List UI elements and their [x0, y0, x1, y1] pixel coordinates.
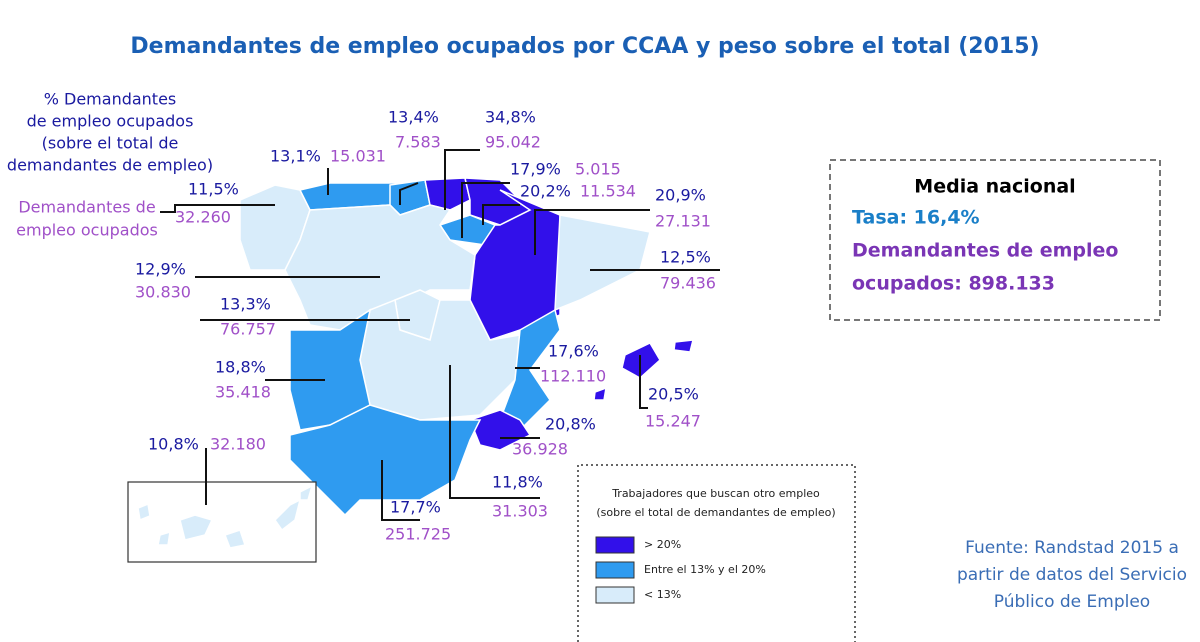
- region-rate: 13,4%: [388, 108, 439, 127]
- legend-label: Entre el 13% y el 20%: [644, 563, 766, 576]
- region-rate: 10,8%: [148, 435, 199, 454]
- key-count: empleo ocupados: [16, 221, 158, 240]
- region-labels: 11,5% 32.260 13,1% 15.031 13,4% 7.583 34,8% 95.…: [135, 108, 716, 544]
- legend-swatch: [595, 586, 635, 604]
- region-count: 95.042: [485, 133, 541, 152]
- source-text: partir de datos del Servicio: [957, 565, 1187, 585]
- ibiza: [593, 386, 607, 401]
- region-rate: 13,1%: [270, 147, 321, 166]
- island: [137, 502, 151, 522]
- key: % Demandantes de empleo ocupados (sobre el…: [7, 90, 213, 240]
- region-rate: 13,3%: [220, 295, 271, 314]
- region-rate: 20,2%: [520, 182, 571, 201]
- title: Demandantes de empleo ocupados por CCAA …: [130, 34, 1039, 59]
- region-rate: 20,8%: [545, 415, 596, 434]
- region-rate: 17,6%: [548, 342, 599, 361]
- region-rate: 11,5%: [188, 180, 239, 199]
- key-rate: de empleo ocupados: [27, 112, 194, 131]
- region-count: 7.583: [395, 133, 441, 152]
- legend-label: < 13%: [644, 588, 681, 601]
- legend-title: (sobre el total de demandantes de empleo…: [596, 506, 835, 519]
- pais-vasco: [424, 177, 471, 211]
- andalucia: [289, 404, 482, 517]
- summary-title: Media nacional: [914, 176, 1075, 198]
- region-count: 76.757: [220, 320, 276, 339]
- region-rate: 34,8%: [485, 108, 536, 127]
- legend-swatch: [595, 536, 635, 554]
- key-rate: demandantes de empleo): [7, 156, 213, 175]
- island: [274, 498, 302, 532]
- region-count: 35.418: [215, 383, 271, 402]
- castilla-leon: [284, 204, 476, 331]
- region-rate: 20,5%: [648, 385, 699, 404]
- key-rate: (sobre el total de: [42, 134, 179, 153]
- region-count: 31.303: [492, 502, 548, 521]
- legend-label: > 20%: [644, 538, 681, 551]
- cataluna: [554, 214, 651, 312]
- key-count: Demandantes de: [18, 198, 155, 217]
- summary-count: Demandantes de empleo: [852, 240, 1118, 262]
- island: [299, 484, 314, 501]
- region-count: 5.015: [575, 160, 621, 179]
- source-text: Fuente: Randstad 2015 a: [965, 538, 1179, 558]
- island: [179, 514, 214, 541]
- region-rate: 12,9%: [135, 260, 186, 279]
- region-rate: 17,7%: [390, 498, 441, 517]
- region-count: 30.830: [135, 283, 191, 302]
- region-rate: 17,9%: [510, 160, 561, 179]
- source: Fuente: Randstad 2015 a partir de datos d…: [957, 538, 1187, 612]
- summary-box: [829, 159, 1161, 321]
- region-rate: 12,5%: [660, 248, 711, 267]
- region-count: 112.110: [540, 367, 606, 386]
- legend-swatch: [595, 561, 635, 579]
- region-count: 251.725: [385, 525, 451, 544]
- region-count: 32.180: [210, 435, 266, 454]
- legend-box: [577, 464, 856, 642]
- region-rate: 11,8%: [492, 473, 543, 492]
- source-text: Público de Empleo: [994, 592, 1150, 612]
- key-rate: % Demandantes: [44, 90, 177, 109]
- region-count: 15.031: [330, 147, 386, 166]
- summary-rate: Tasa: 16,4%: [852, 207, 980, 229]
- region-rate: 18,8%: [215, 358, 266, 377]
- region-rate: 20,9%: [655, 186, 706, 205]
- island: [224, 529, 246, 549]
- region-count: 15.247: [645, 412, 701, 431]
- murcia: [469, 409, 532, 451]
- region-count: 36.928: [512, 440, 568, 459]
- regions: [239, 177, 694, 517]
- region-count: 79.436: [660, 274, 716, 293]
- menorca: [673, 339, 694, 353]
- canarias: [137, 484, 314, 549]
- region-count: 32.260: [175, 208, 231, 227]
- legend-title: Trabajadores que buscan otro empleo: [611, 487, 820, 500]
- valencia: [499, 308, 561, 442]
- legend: Trabajadores que buscan otro empleo (sobr…: [595, 487, 836, 604]
- island: [157, 530, 171, 546]
- summary-count: ocupados: 898.133: [852, 273, 1055, 295]
- region-count: 27.131: [655, 212, 711, 231]
- leader-lines: [160, 149, 720, 521]
- region-count: 11.534: [580, 182, 636, 201]
